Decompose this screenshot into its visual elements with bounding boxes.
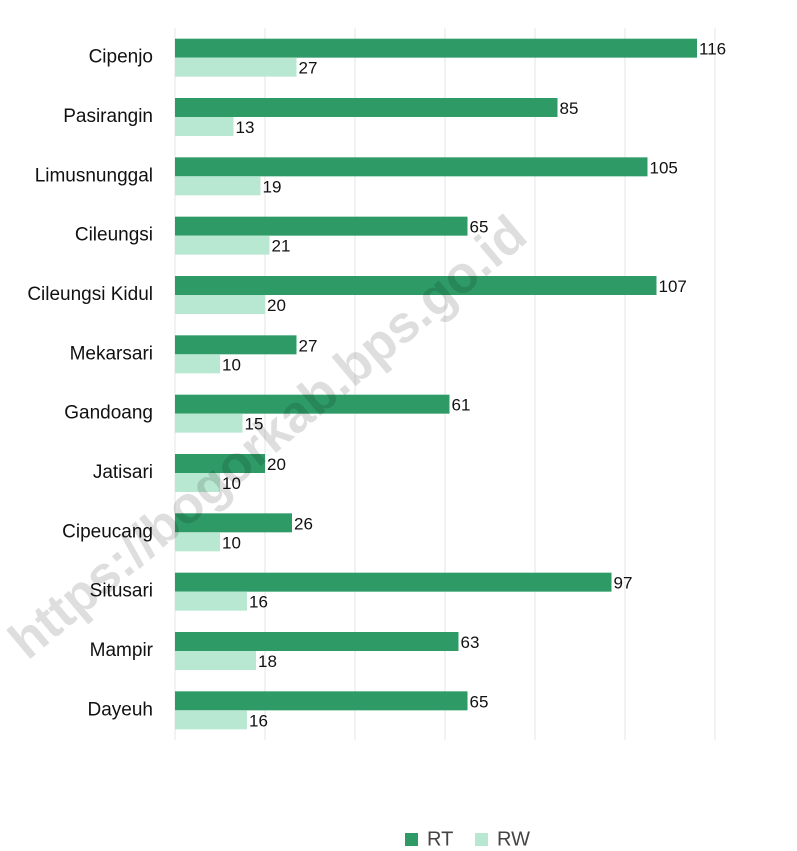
data-label: 116	[699, 40, 726, 59]
data-label: 27	[299, 336, 318, 355]
bar	[175, 335, 297, 355]
legend-label: RT	[427, 828, 453, 850]
bar	[175, 591, 247, 611]
y-tick-label: Dayeuh	[88, 699, 154, 720]
bar	[175, 176, 261, 196]
data-label: 27	[299, 59, 318, 78]
bar	[175, 216, 468, 236]
y-tick-label: Limusnunggal	[35, 165, 153, 186]
bar	[175, 235, 270, 255]
data-label: 105	[650, 158, 678, 177]
legend-swatch	[405, 833, 418, 846]
bar	[175, 513, 292, 533]
data-label: 65	[470, 218, 489, 237]
data-label: 10	[222, 474, 241, 493]
y-tick-label: Cileungsi Kidul	[27, 284, 153, 305]
bar	[175, 572, 612, 592]
data-label: 19	[263, 177, 282, 196]
y-tick-label: Cileungsi	[75, 225, 153, 246]
bar	[175, 632, 459, 651]
bar	[175, 691, 468, 711]
data-label: 97	[614, 574, 633, 593]
bar	[175, 276, 657, 295]
legend-swatch	[475, 833, 488, 846]
bar	[175, 98, 558, 117]
bar	[175, 157, 648, 177]
bar	[175, 38, 697, 58]
bar	[175, 532, 220, 552]
y-tick-label: Situsari	[90, 581, 153, 602]
data-label: 63	[461, 633, 480, 652]
y-tick-label: Jatisari	[93, 462, 153, 483]
bar	[175, 57, 297, 77]
data-label: 16	[249, 711, 268, 730]
legend-label: RW	[497, 828, 530, 850]
y-tick-label: Gandoang	[64, 403, 153, 424]
bar	[175, 394, 450, 414]
data-label: 85	[560, 99, 579, 118]
data-label: 20	[267, 455, 286, 474]
bar	[175, 454, 265, 473]
y-tick-label: Pasirangin	[63, 106, 153, 127]
y-tick-label: Cipeucang	[62, 521, 153, 542]
data-label: 107	[659, 277, 687, 296]
bar	[175, 413, 243, 433]
bar	[175, 354, 220, 374]
bar	[175, 473, 220, 492]
data-label: 61	[452, 396, 471, 415]
data-label: 16	[249, 593, 268, 612]
data-label: 26	[294, 514, 313, 533]
y-tick-label: Mekarsari	[70, 343, 153, 364]
data-label: 10	[222, 533, 241, 552]
watermark: https://bogorkab.bps.go.id	[0, 205, 538, 671]
y-tick-label: Cipenjo	[89, 47, 153, 68]
y-tick-label: Mampir	[90, 640, 154, 661]
data-label: 13	[236, 118, 255, 137]
data-label: 65	[470, 692, 489, 711]
bar	[175, 117, 234, 136]
data-label: 18	[258, 652, 277, 671]
data-label: 15	[245, 415, 264, 434]
data-label: 21	[272, 237, 291, 256]
bar	[175, 710, 247, 730]
bar	[175, 651, 256, 670]
bar	[175, 295, 265, 314]
data-label: 10	[222, 355, 241, 374]
data-label: 20	[267, 296, 286, 315]
